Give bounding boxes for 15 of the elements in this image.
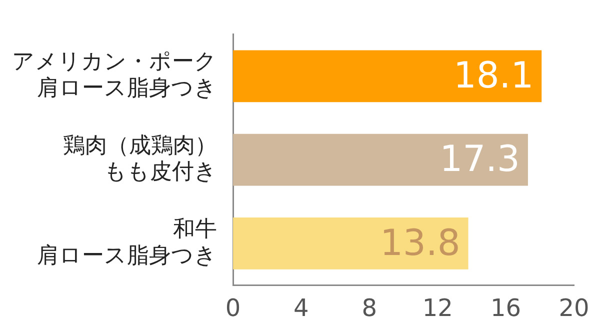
data-label: 13.8: [380, 222, 460, 264]
x-tick-label: 20: [558, 294, 590, 322]
y-tick-label: 鶏肉（成鶏肉）もも皮付き: [63, 133, 217, 185]
x-tick-label: 4: [294, 294, 309, 322]
bar: [233, 134, 528, 186]
x-tick-label: 12: [422, 294, 453, 322]
y-tick-label: 和牛肩ロース脂身つき: [37, 216, 217, 268]
y-tick-label: アメリカン・ポーク肩ロース脂身つき: [12, 50, 217, 102]
data-label: 17.3: [440, 139, 520, 180]
bar: [233, 217, 468, 270]
x-tick-label: 16: [490, 294, 522, 322]
bar: [233, 50, 542, 102]
x-tick-label: 0: [225, 294, 241, 322]
x-tick-label: 8: [362, 294, 378, 322]
data-label: 18.1: [453, 56, 534, 97]
